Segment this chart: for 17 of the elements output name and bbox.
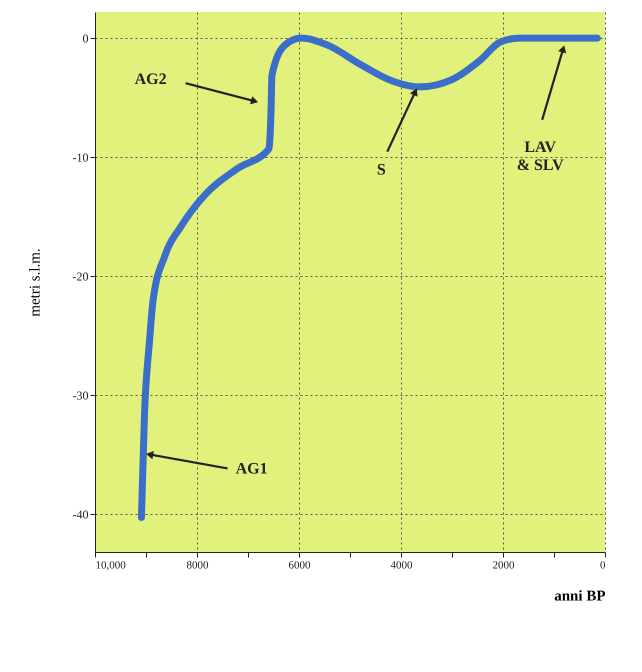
x-tick-label: 0: [600, 560, 606, 572]
x-tick-label: 6000: [288, 560, 311, 572]
y-tick-label: -40: [72, 507, 88, 522]
y-tick-label: -30: [72, 388, 88, 402]
annotation: LAV & SLV: [516, 138, 564, 174]
y-tick-label: -20: [72, 270, 88, 284]
x-tick-label: 8000: [186, 560, 209, 572]
y-tick-label: 0: [82, 32, 88, 46]
annotation: AG1: [236, 460, 268, 478]
x-tick-label: 10,000: [96, 560, 126, 572]
x-axis-title: anni BP: [554, 588, 606, 604]
y-tick-label: -10: [72, 150, 88, 165]
annotation: S: [376, 162, 386, 179]
y-axis-title: metri s.l.m.: [28, 248, 44, 317]
x-tick-label: 2000: [492, 560, 515, 572]
x-tick-label: 4000: [390, 560, 413, 572]
annotation: AG2: [134, 71, 167, 88]
